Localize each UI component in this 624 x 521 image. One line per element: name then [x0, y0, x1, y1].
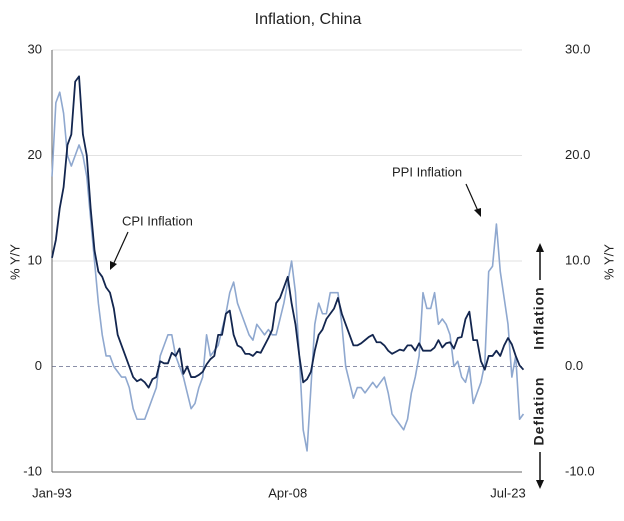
y2-tick-label: 10.0 [565, 252, 590, 267]
inflation-arrow-head [536, 243, 544, 252]
y2-tick-label: 20.0 [565, 147, 590, 162]
y2-tick-label: 30.0 [565, 41, 590, 56]
cpi-arrow-head [110, 261, 117, 270]
x-tick-label: Jul-23 [490, 485, 525, 500]
y-tick-label: 20 [28, 147, 42, 162]
y-tick-label: 10 [28, 252, 42, 267]
ppi-arrow [465, 183, 479, 212]
inflation-label: Inflation [531, 286, 547, 349]
y2-tick-label: -10.0 [565, 463, 595, 478]
y-tick-label: -10 [23, 463, 42, 478]
y2-tick-label: 0.0 [565, 358, 583, 373]
plot-area: -10 0 10 20 30 -10.0 0.0 10.0 20.0 30.0 Jan-93 Apr-… [23, 41, 594, 500]
ppi-annotation: PPI Inflation [392, 164, 462, 179]
y-axis-label: % Y/Y [7, 244, 22, 280]
y2-axis-label: % Y/Y [601, 244, 616, 280]
chart-title: Inflation, China [255, 11, 362, 28]
deflation-arrow-head [536, 480, 544, 489]
series-line [51, 75, 525, 389]
cpi-arrow [112, 231, 129, 266]
cpi-annotation: CPI Inflation [122, 213, 193, 228]
ppi-arrow-head [474, 208, 481, 217]
x-tick-label: Apr-08 [268, 485, 307, 500]
y-tick-label: 0 [35, 358, 42, 373]
y-tick-label: 30 [28, 41, 42, 56]
x-tick-label: Jan-93 [32, 485, 72, 500]
series-line [51, 91, 525, 452]
deflation-label: Deflation [531, 377, 547, 446]
